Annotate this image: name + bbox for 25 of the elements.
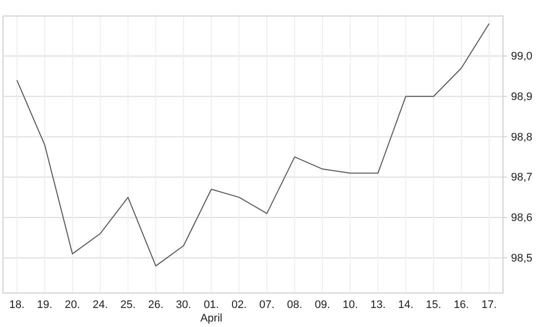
x-tick-label: 01. April (200, 298, 222, 325)
y-tick-label: 99,0 (511, 50, 532, 62)
y-tick-label: 98,8 (511, 131, 532, 144)
x-tick-label: 24. (92, 298, 108, 311)
x-tick-label: 02. (231, 298, 247, 311)
x-tick-label: 16. (454, 298, 469, 311)
y-tick-label: 98,7 (511, 172, 532, 184)
x-tick-label: 17. (481, 298, 497, 311)
x-tick-label: 18. (9, 298, 25, 311)
x-tick-label: 26. (148, 298, 164, 311)
x-tick-label: 14. (398, 298, 414, 311)
line-series (16, 23, 490, 266)
x-tick-label: 10. (342, 298, 358, 311)
x-tick-label: 25. (120, 298, 136, 311)
x-tick-label: 08. (287, 298, 302, 311)
x-tick-label: 30. (176, 298, 192, 311)
x-tick-label: 20. (64, 298, 80, 311)
x-tick-label: 15. (426, 298, 442, 311)
y-tick-label: 98,6 (511, 212, 532, 224)
x-tick-label: 19. (37, 298, 52, 311)
x-tick-label: 09. (314, 298, 330, 311)
x-tick-label: 07. (259, 298, 275, 311)
x-tick-label: 13. (370, 298, 386, 311)
y-tick-label: 98,9 (511, 90, 532, 103)
y-tick-label: 98,5 (511, 252, 532, 264)
